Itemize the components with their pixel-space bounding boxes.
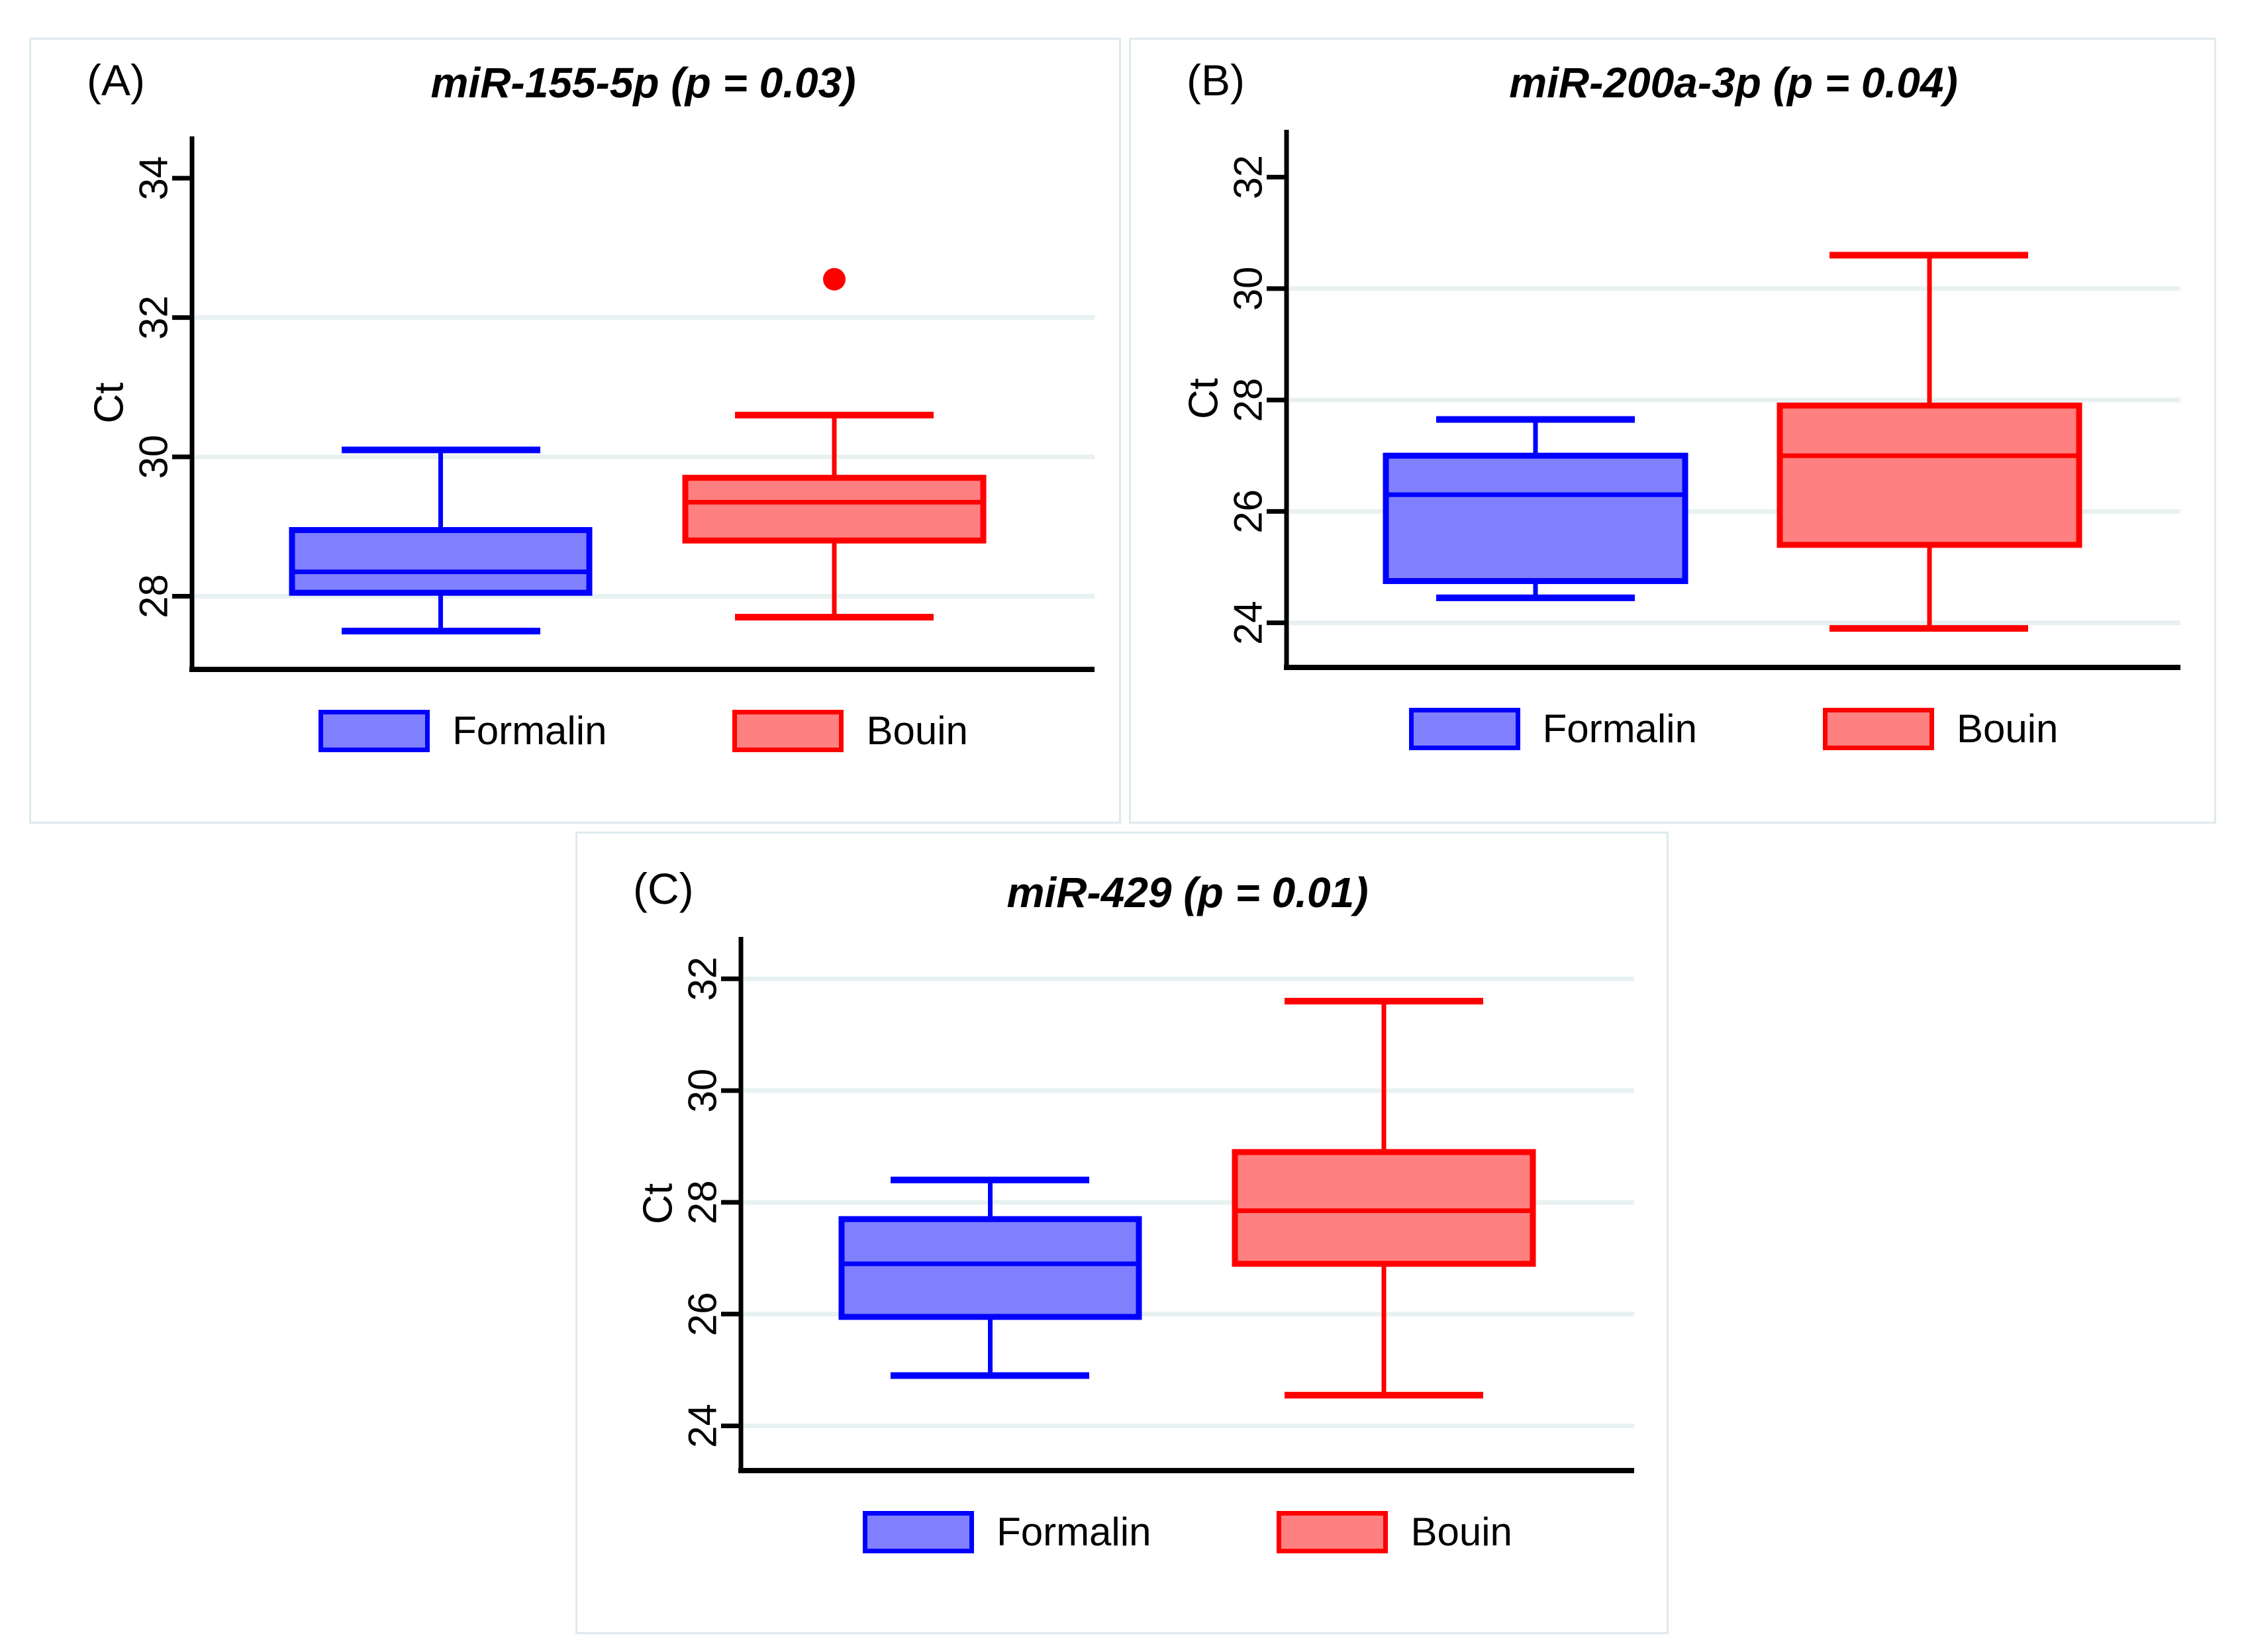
- panel-a-boxplot: 28 30 32 34 Ct: [87, 136, 1095, 672]
- bouin-iqr-box: [1232, 1149, 1536, 1267]
- y-tick-label-34: 34: [132, 156, 176, 201]
- legend-item-formalin: Formalin: [863, 1511, 1151, 1553]
- formalin-legend-label: Formalin: [997, 1510, 1151, 1554]
- formalin-swatch-icon: [318, 710, 430, 752]
- bouin-iqr-box: [682, 475, 987, 544]
- y-tick-label-32: 32: [132, 295, 176, 340]
- bouin-legend-label: Bouin: [866, 708, 968, 753]
- y-tick-label-32: 32: [1226, 155, 1271, 199]
- bouin-iqr-box: [1777, 403, 2082, 548]
- bouin-swatch-icon: [1277, 1511, 1389, 1553]
- panel-b-boxplot: 24 26 28 30 32 Ct: [1181, 130, 2180, 670]
- y-tick-label-30: 30: [1226, 266, 1271, 311]
- legend-item-bouin: Bouin: [732, 708, 968, 753]
- y-tick-label-26: 26: [1226, 489, 1271, 534]
- y-tick-label-32: 32: [681, 957, 725, 1001]
- y-axis-title: Ct: [1181, 378, 1227, 419]
- y-tick-label-28: 28: [1226, 378, 1271, 422]
- bouin-legend-label: Bouin: [1410, 1510, 1512, 1554]
- y-axis-title: Ct: [636, 1183, 681, 1224]
- panel-b-label: (B): [1187, 56, 1245, 105]
- panel-c-label: (C): [633, 864, 694, 913]
- legend-item-bouin: Bouin: [1822, 706, 2059, 751]
- formalin-iqr-box: [289, 527, 593, 596]
- formalin-swatch-icon: [863, 1511, 975, 1553]
- y-tick-label-28: 28: [132, 574, 176, 618]
- legend-item-formalin: Formalin: [318, 710, 607, 752]
- bouin-legend-label: Bouin: [1956, 706, 2059, 751]
- panel-c-title: miR-429 (p = 0.01): [1006, 869, 1369, 916]
- formalin-swatch-icon: [1408, 708, 1520, 750]
- panel-a-label: (A): [87, 56, 145, 105]
- formalin-legend-label: Formalin: [452, 708, 607, 753]
- formalin-legend-label: Formalin: [1542, 706, 1697, 751]
- panel-a-card: (A) miR-155-5p (p = 0.03) 28 30 32 34 Ct For…: [29, 38, 1121, 824]
- legend-item-formalin: Formalin: [1408, 706, 1697, 751]
- formalin-iqr-box: [1383, 452, 1688, 585]
- panel-c-card: (C) miR-429 (p = 0.01) 24 26 28 30 32 Ct Form…: [575, 832, 1669, 1634]
- panel-c-legend: Formalin Bouin: [741, 1509, 1634, 1555]
- y-tick-label-30: 30: [132, 435, 176, 479]
- bouin-outlier-point: [823, 267, 846, 291]
- legend-item-bouin: Bouin: [1277, 1511, 1512, 1553]
- panel-a-title: miR-155-5p (p = 0.03): [430, 59, 856, 107]
- y-tick-label-24: 24: [681, 1404, 725, 1448]
- y-tick-label-28: 28: [681, 1181, 725, 1225]
- y-tick-label-30: 30: [681, 1069, 725, 1113]
- panel-a-legend: Formalin Bouin: [192, 708, 1095, 754]
- panel-c-boxplot: 24 26 28 30 32 Ct: [636, 937, 1634, 1473]
- formalin-iqr-box: [838, 1216, 1142, 1320]
- y-tick-label-26: 26: [681, 1292, 725, 1336]
- panel-b-title: miR-200a-3p (p = 0.04): [1509, 59, 1958, 107]
- bouin-swatch-icon: [732, 710, 844, 752]
- panel-b-legend: Formalin Bouin: [1287, 706, 2180, 752]
- bouin-swatch-icon: [1822, 708, 1934, 750]
- y-axis-title: Ct: [87, 383, 132, 424]
- y-tick-label-24: 24: [1226, 601, 1271, 645]
- panel-b-card: (B) miR-200a-3p (p = 0.04) 24 26 28 30 32 Ct …: [1129, 38, 2216, 824]
